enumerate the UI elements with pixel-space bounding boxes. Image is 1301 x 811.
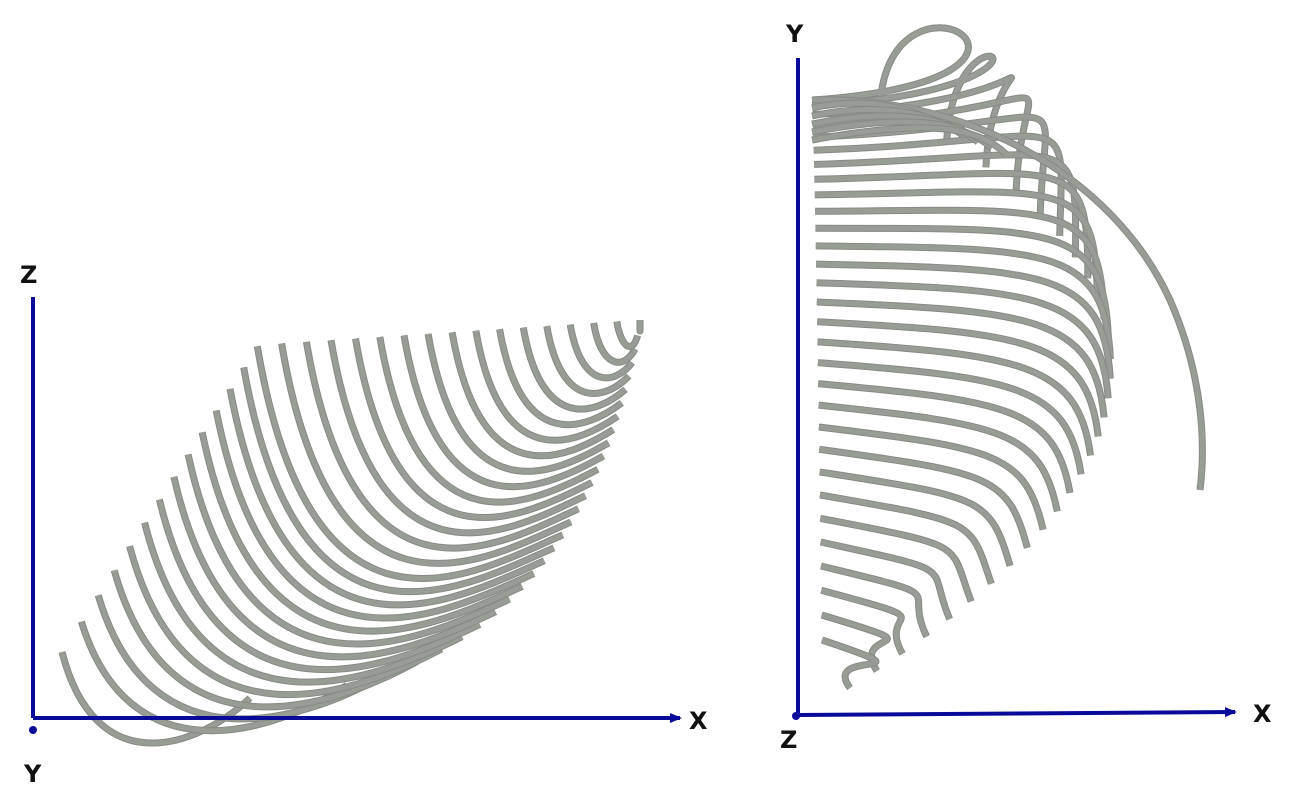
right-curve-27 bbox=[821, 566, 927, 637]
right-curve-7 bbox=[814, 155, 1076, 258]
right-curve-family bbox=[812, 28, 1202, 688]
right-view: Y X Z bbox=[780, 20, 1272, 754]
left-axis-label-y: Y bbox=[23, 760, 42, 788]
right-axis-label-x: X bbox=[1253, 700, 1272, 728]
right-horizontal-axis bbox=[798, 712, 1235, 715]
left-curve-family bbox=[62, 320, 640, 743]
right-axis-label-y: Y bbox=[785, 20, 804, 48]
right-axis-label-z: Z bbox=[780, 726, 797, 754]
left-depth-axis-origin bbox=[29, 726, 37, 734]
left-view: Z X Y bbox=[20, 261, 708, 788]
left-axis-label-x: X bbox=[689, 707, 708, 735]
left-axis-label-z: Z bbox=[20, 261, 37, 289]
right-curve-7-shadow bbox=[814, 155, 1076, 258]
left-curve-28 bbox=[594, 323, 635, 362]
right-depth-axis-origin bbox=[792, 712, 800, 720]
